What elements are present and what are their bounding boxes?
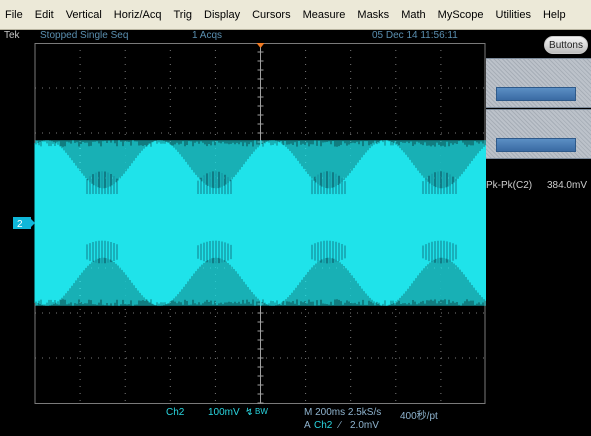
timebase-readout[interactable]: M 200ms 2.5kS/s	[304, 407, 382, 418]
menu-masks[interactable]: Masks	[357, 8, 390, 21]
trigger-slope-icon: ∕	[339, 420, 341, 431]
measurement-label: Pk-Pk(C2)	[486, 180, 533, 191]
menu-display[interactable]: Display	[204, 8, 241, 21]
menu-myscope[interactable]: MyScope	[437, 8, 484, 21]
trigger-position-marker	[256, 43, 265, 48]
status-bar: Tek Stopped Single Seq 1 Acqs 05 Dec 14 …	[0, 30, 486, 43]
measurement-value: 384.0mV	[546, 180, 587, 191]
menu-math[interactable]: Math	[401, 8, 426, 21]
points-readout: 400秒/pt	[400, 411, 438, 422]
acquisition-state: Stopped Single Seq	[40, 30, 129, 41]
readouts-bar: Ch2 100mV ↯ BW M 200ms 2.5kS/s 400秒/pt A…	[0, 404, 486, 436]
control-slot-2[interactable]	[486, 109, 591, 159]
control-slot-2-field[interactable]	[496, 138, 576, 152]
menu-edit[interactable]: Edit	[34, 8, 54, 21]
side-panel: Buttons Pk-Pk(C2) 384.0mV	[486, 30, 591, 436]
menu-trig[interactable]: Trig	[173, 8, 193, 21]
menu-vertical[interactable]: Vertical	[65, 8, 102, 21]
bandwidth-label: BW	[255, 407, 268, 416]
measurement-readout[interactable]: Pk-Pk(C2) 384.0mV	[486, 180, 591, 193]
waveform-display[interactable]: 2	[0, 43, 486, 415]
menu-bar: File Edit Vertical Horiz/Acq Trig Display Curs…	[0, 0, 591, 30]
graticule[interactable]: 2	[0, 43, 486, 415]
trigger-channel[interactable]: Ch2	[314, 420, 333, 431]
waveform-lobes	[86, 171, 457, 264]
bandwidth-limit-icon: ↯	[245, 407, 254, 418]
menu-horiz-acq[interactable]: Horiz/Acq	[113, 8, 162, 21]
control-slot-1[interactable]	[486, 58, 591, 108]
menu-measure[interactable]: Measure	[302, 8, 346, 21]
menu-utilities[interactable]: Utilities	[495, 8, 531, 21]
menu-file[interactable]: File	[5, 8, 23, 21]
channel-2-marker-label: 2	[17, 219, 23, 230]
menu-help[interactable]: Help	[542, 8, 566, 21]
channel-label[interactable]: Ch2	[166, 407, 185, 418]
menu-cursors[interactable]: Cursors	[252, 8, 291, 21]
brand-label: Tek	[4, 30, 20, 41]
trigger-source-label: A	[304, 420, 311, 431]
channel-2-marker[interactable]: 2	[13, 217, 35, 230]
acquisition-count: 1 Acqs	[192, 30, 223, 41]
buttons-button[interactable]: Buttons	[544, 36, 588, 54]
trigger-level[interactable]: 2.0mV	[350, 420, 379, 431]
vertical-scale[interactable]: 100mV	[208, 407, 240, 418]
date-time: 05 Dec 14 11:56:11	[372, 30, 458, 41]
control-slot-1-field[interactable]	[496, 87, 576, 101]
